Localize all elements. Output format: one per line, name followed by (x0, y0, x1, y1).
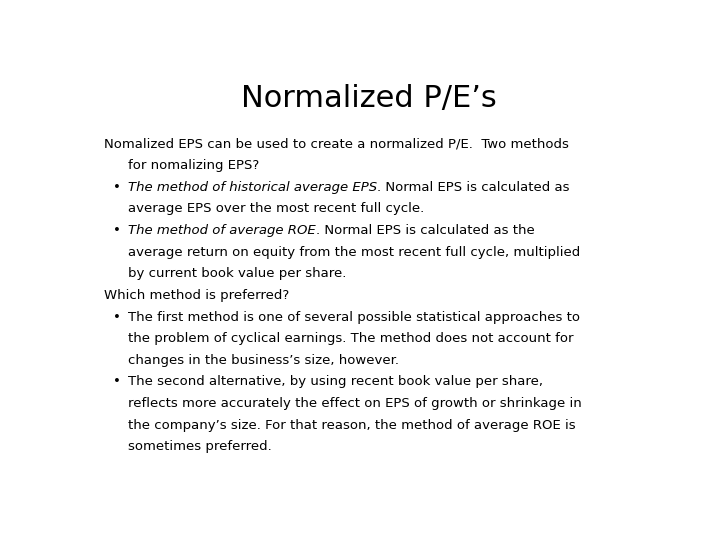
Text: The method of historical average EPS: The method of historical average EPS (128, 181, 377, 194)
Text: •: • (114, 310, 121, 323)
Text: for nomalizing EPS?: for nomalizing EPS? (128, 159, 259, 172)
Text: Nomalized EPS can be used to create a normalized P/E.  Two methods: Nomalized EPS can be used to create a no… (104, 138, 569, 151)
Text: Normalized P/E’s: Normalized P/E’s (241, 84, 497, 112)
Text: The second alternative, by using recent book value per share,: The second alternative, by using recent … (128, 375, 543, 388)
Text: •: • (114, 181, 121, 194)
Text: •: • (114, 224, 121, 237)
Text: by current book value per share.: by current book value per share. (128, 267, 346, 280)
Text: The method of average ROE: The method of average ROE (128, 224, 315, 237)
Text: The first method is one of several possible statistical approaches to: The first method is one of several possi… (128, 310, 580, 323)
Text: the problem of cyclical earnings. The method does not account for: the problem of cyclical earnings. The me… (128, 332, 573, 345)
Text: . Normal EPS is calculated as the: . Normal EPS is calculated as the (315, 224, 534, 237)
Text: Which method is preferred?: Which method is preferred? (104, 289, 289, 302)
Text: sometimes preferred.: sometimes preferred. (128, 440, 271, 453)
Text: average EPS over the most recent full cycle.: average EPS over the most recent full cy… (128, 202, 424, 215)
Text: •: • (114, 375, 121, 388)
Text: average return on equity from the most recent full cycle, multiplied: average return on equity from the most r… (128, 246, 580, 259)
Text: reflects more accurately the effect on EPS of growth or shrinkage in: reflects more accurately the effect on E… (128, 397, 582, 410)
Text: changes in the business’s size, however.: changes in the business’s size, however. (128, 354, 399, 367)
Text: . Normal EPS is calculated as: . Normal EPS is calculated as (377, 181, 570, 194)
Text: the company’s size. For that reason, the method of average ROE is: the company’s size. For that reason, the… (128, 418, 575, 431)
